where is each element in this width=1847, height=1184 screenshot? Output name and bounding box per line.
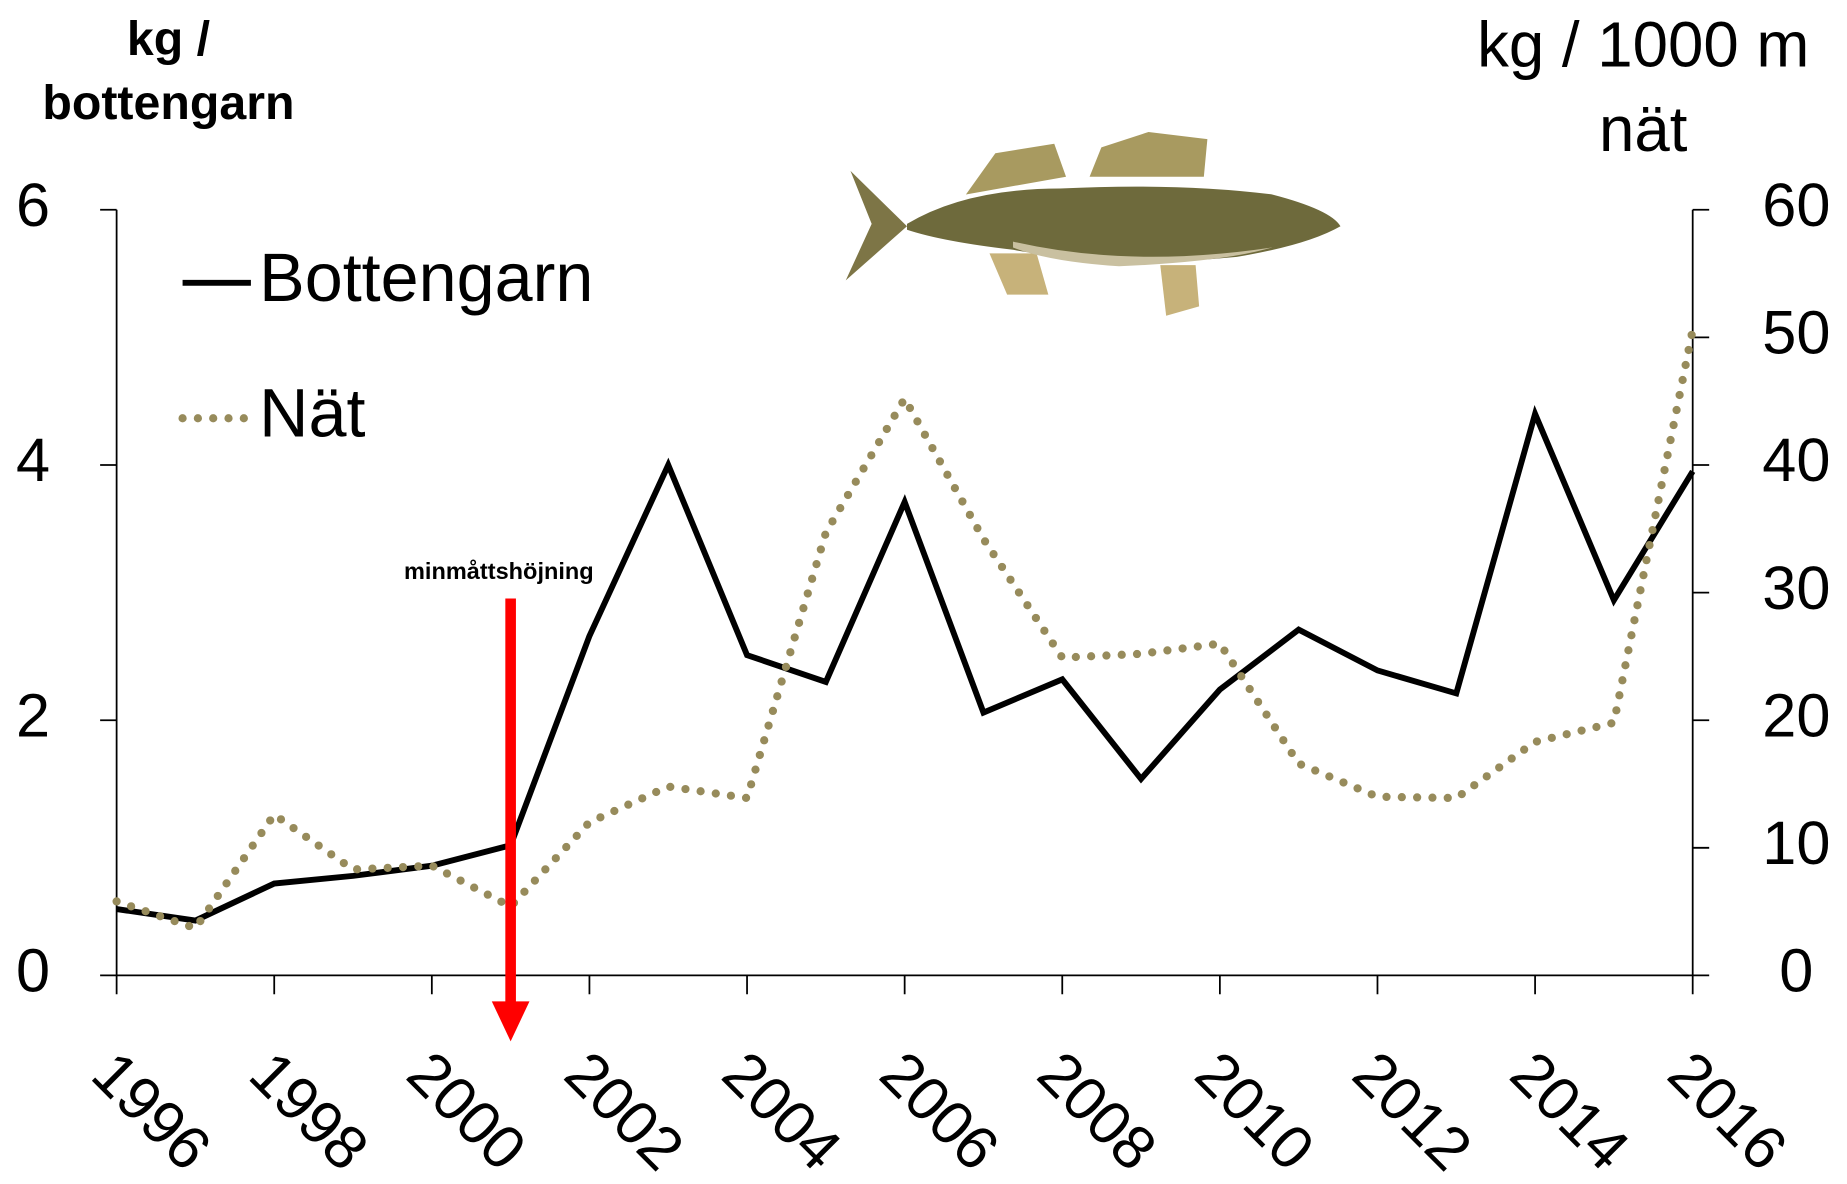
annotation-label: minmåttshöjning	[404, 558, 594, 584]
series-line	[112, 325, 1697, 934]
y2-tick-label: 60	[1762, 171, 1830, 239]
x-tick-label: 1996	[79, 1039, 223, 1183]
fish-illustration	[845, 132, 1341, 316]
legend-label: Bottengarn	[259, 240, 593, 316]
x-tick-label: 1998	[237, 1039, 381, 1183]
x-tick-label: 2012	[1340, 1039, 1484, 1183]
y2-tick-label: 50	[1762, 299, 1830, 367]
y-tick-label: 4	[16, 426, 50, 494]
series-line	[116, 405, 1696, 924]
annotation-arrowhead	[491, 1001, 530, 1042]
y-tick-label: 2	[16, 681, 50, 749]
y2-tick-label: 10	[1762, 809, 1830, 877]
x-tick-label: 2000	[395, 1039, 539, 1183]
x-tick-label: 2014	[1498, 1039, 1642, 1183]
y-tick-label: 0	[16, 937, 50, 1005]
y2-axis-label: nät	[1599, 94, 1688, 165]
x-tick-label: 2006	[868, 1039, 1012, 1183]
x-tick-label: 2002	[552, 1039, 696, 1183]
y2-tick-label: 0	[1779, 937, 1813, 1005]
y-tick-label: 6	[16, 171, 50, 239]
y-axis-label: kg /	[127, 12, 210, 66]
x-tick-label: 2008	[1025, 1039, 1169, 1183]
y-axis-label: bottengarn	[42, 76, 294, 130]
y2-axis-label: kg / 1000 m	[1477, 9, 1809, 80]
x-tick-label: 2016	[1656, 1039, 1800, 1183]
x-tick-label: 2004	[710, 1039, 854, 1183]
y2-tick-label: 20	[1762, 681, 1830, 749]
legend-label: Nät	[259, 375, 365, 451]
y2-tick-label: 30	[1762, 554, 1830, 622]
x-tick-label: 2010	[1183, 1039, 1327, 1183]
y2-tick-label: 40	[1762, 426, 1830, 494]
